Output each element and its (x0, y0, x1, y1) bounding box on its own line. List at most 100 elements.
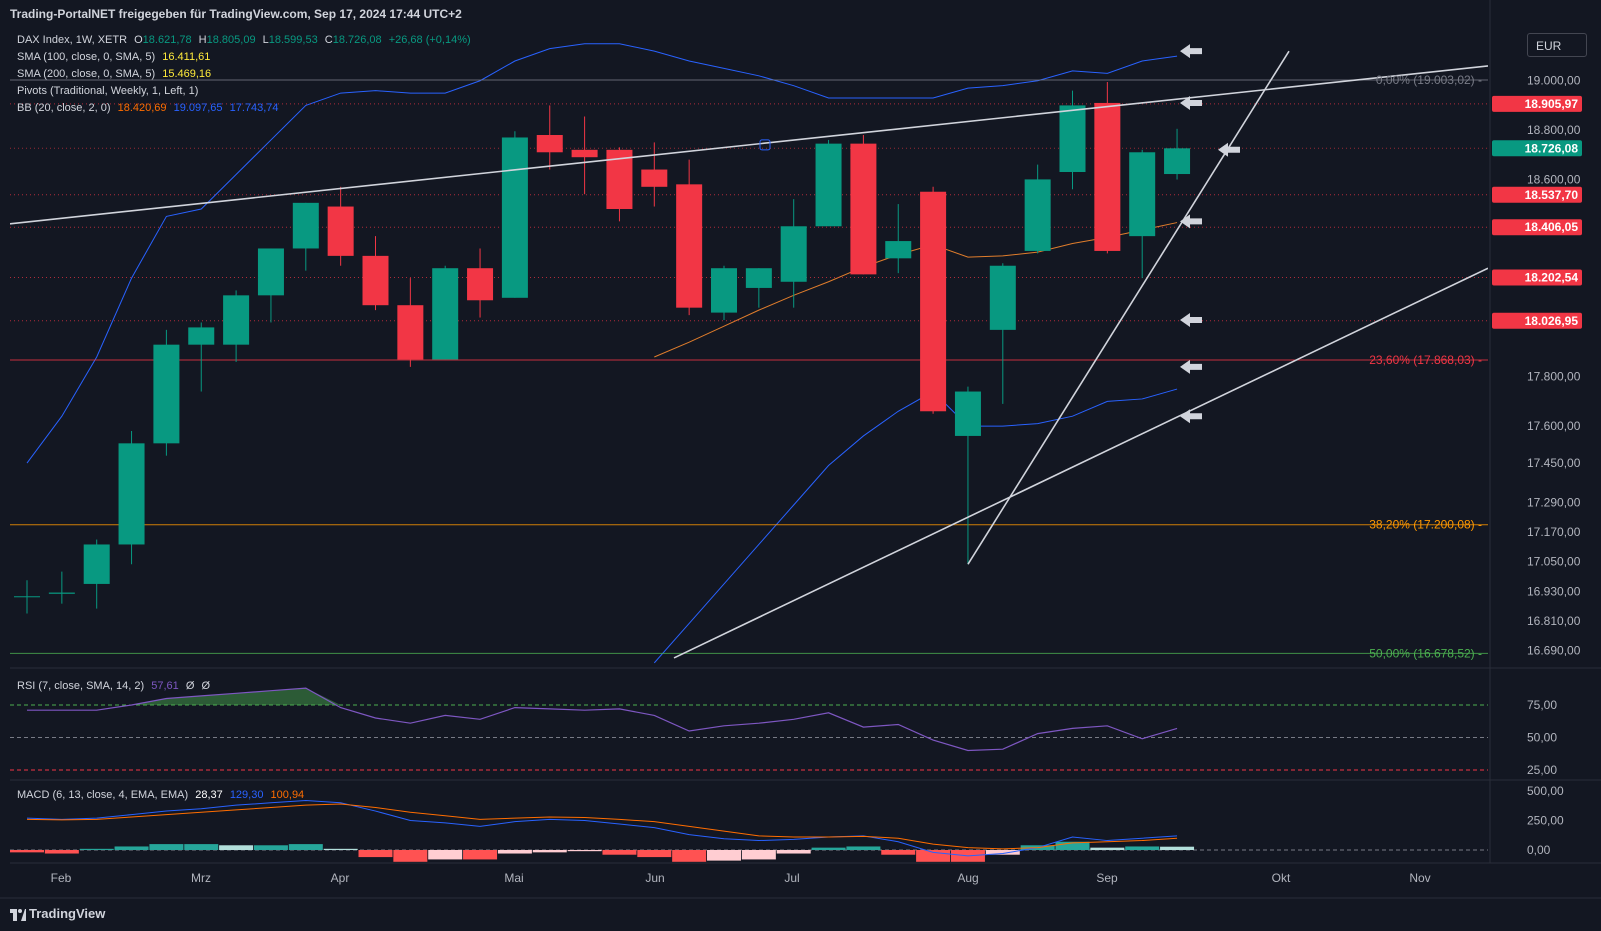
legend-close: 18.726,08 (332, 34, 382, 46)
macd-hist-bar-17 (602, 850, 637, 855)
macd-hist-bar-9 (323, 848, 358, 850)
candle-4 (153, 329, 180, 456)
legend-main: DAX Index, 1W, XETR O18.621,78 H18.805,0… (17, 34, 475, 46)
candle-8 (292, 202, 319, 271)
candle-3 (118, 431, 145, 565)
macd-hist-bar-28 (985, 850, 1020, 855)
candle-9 (327, 186, 354, 266)
bb-basis-line (654, 222, 1178, 358)
candle-body (954, 391, 981, 436)
legend-low: 18.599,53 (268, 34, 318, 46)
bb-lower-line (653, 388, 1178, 664)
candle-7 (257, 248, 284, 323)
candle-body (745, 268, 772, 288)
rsi-tick-2: 25,00 (1527, 763, 1557, 777)
legend-rsi-v3: Ø (201, 680, 210, 692)
candle-1 (48, 571, 75, 604)
time-tick-jun: Jun (645, 871, 664, 885)
time-tick-jul: Jul (784, 871, 799, 885)
legend-bb: BB (20, close, 2, 0) 18.420,69 19.097,65… (17, 102, 283, 114)
candle-body (885, 241, 912, 259)
price-tick-2: 18.600,00 (1527, 172, 1581, 186)
candle-14 (501, 131, 528, 298)
legend-sma100-value: 16.411,61 (162, 51, 211, 63)
macd-hist-bar-16 (567, 850, 602, 852)
candle-15 (536, 105, 563, 170)
macd-hist-bar-20 (707, 850, 741, 861)
price-label-box-0 (1492, 95, 1582, 112)
candle-18 (641, 142, 668, 207)
candle-5 (188, 322, 215, 392)
fib-level-label-3: 50,00% (16.678,52) - (1369, 646, 1482, 660)
candle-body (815, 143, 842, 227)
macd-hist-bar-32 (1125, 846, 1160, 850)
candle-body (641, 169, 668, 187)
legend-change: +26,68 (+0,14%) (388, 34, 471, 46)
price-tick-7: 17.170,00 (1527, 525, 1581, 539)
candle-28 (989, 263, 1016, 404)
legend-pivots: Pivots (Traditional, Weekly, 1, Left, 1) (17, 85, 202, 97)
candle-body (83, 544, 110, 584)
currency-button[interactable]: EUR (1527, 33, 1587, 57)
macd-hist-bar-22 (776, 850, 811, 854)
price-tick-4: 17.600,00 (1527, 419, 1581, 433)
candle-body (1129, 152, 1156, 237)
macd-line (26, 799, 1178, 857)
candle-13 (467, 248, 494, 318)
candle-body (223, 295, 250, 345)
macd-hist-bar-3 (114, 846, 149, 850)
macd-hist-bar-18 (637, 850, 672, 858)
arrow-marker-2 (1218, 142, 1240, 157)
fib-level-label-2: 38,20% (17.200,08) - (1369, 518, 1482, 532)
macd-hist-bar-21 (741, 850, 776, 860)
candle-body (153, 344, 180, 444)
trendline-upper (10, 65, 1488, 225)
fib-level-label-0: 0,00% (19.003,02) - (1376, 73, 1482, 87)
candle-25 (885, 204, 912, 274)
tradingview-logo[interactable]: TradingView (10, 906, 105, 921)
macd-hist-bar-1 (44, 850, 79, 854)
legend-sma100: SMA (100, close, 0, SMA, 5) 16.411,61 (17, 51, 214, 63)
time-tick-feb: Feb (51, 871, 72, 885)
trendline-lower (673, 267, 1488, 659)
macd-hist-bar-14 (497, 850, 532, 854)
rsi-overbought-fill (27, 688, 341, 705)
candle-27 (954, 386, 981, 565)
candle-body (48, 592, 75, 594)
macd-hist-bar-33 (1160, 846, 1195, 850)
macd-hist-bar-11 (393, 850, 428, 862)
candle-body (501, 137, 528, 298)
price-tick-11: 16.690,00 (1527, 644, 1581, 658)
legend-macd-hist: 28,37 (195, 789, 223, 801)
macd-hist-bar-6 (219, 845, 254, 850)
candle-body (1164, 148, 1191, 175)
candle-body (467, 268, 494, 301)
candle-body (989, 265, 1016, 330)
candle-26 (920, 186, 947, 414)
candle-body (571, 149, 598, 158)
candle-11 (397, 278, 424, 367)
candle-22 (780, 199, 807, 308)
price-label-box-1 (1492, 140, 1582, 157)
candle-body (1024, 179, 1051, 251)
legend-macd: MACD (6, 13, close, 4, EMA, EMA) 28,37 1… (17, 789, 308, 801)
price-label-box-5 (1492, 312, 1582, 329)
candle-10 (362, 236, 389, 311)
legend-bb-upper: 19.097,65 (173, 102, 223, 114)
legend-bb-label: BB (20, close, 2, 0) (17, 102, 111, 114)
price-tick-1: 18.800,00 (1527, 123, 1581, 137)
macd-tick-0: 500,00 (1527, 784, 1564, 798)
legend-bb-lower: 17.743,74 (229, 102, 279, 114)
candle-body (397, 305, 424, 360)
tradingview-logo-text: TradingView (29, 906, 106, 921)
time-tick-apr: Apr (331, 871, 350, 885)
legend-rsi-value: 57,61 (151, 680, 179, 692)
candle-body (676, 184, 703, 308)
legend-rsi-v2: Ø (185, 680, 195, 692)
time-tick-okt: Okt (1272, 871, 1291, 885)
time-tick-nov: Nov (1409, 871, 1430, 885)
macd-hist-bar-15 (532, 850, 567, 853)
arrow-marker-0 (1180, 44, 1202, 59)
